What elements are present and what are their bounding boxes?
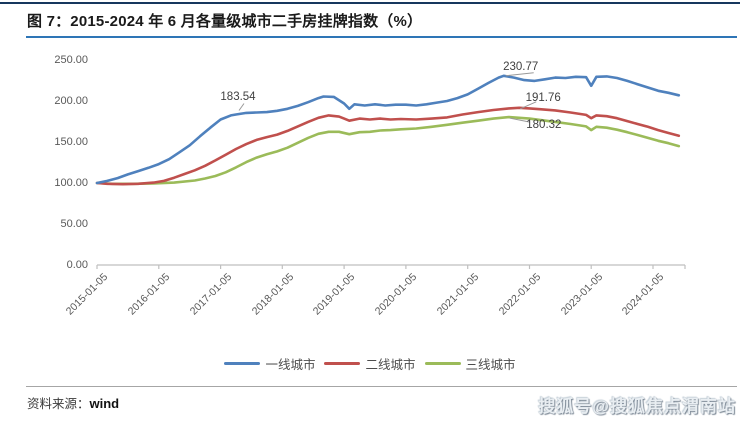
y-axis-tick-label: 100.00 <box>54 176 88 189</box>
data-label: 183.54 <box>220 91 256 104</box>
watermark: 搜狐号@搜狐焦点渭南站 <box>538 397 736 416</box>
top-divider <box>0 2 740 4</box>
legend-item: 一线城市 <box>224 354 315 373</box>
legend-line-icon <box>424 361 461 366</box>
legend-item: 三线城市 <box>424 354 516 373</box>
data-label: 230.77 <box>503 60 539 73</box>
y-axis-tick-label: 50.00 <box>60 217 88 230</box>
legend-label: 二线城市 <box>365 358 416 372</box>
figure-title: 图 7：2015-2024 年 6 月各量级城市二手房挂牌指数（%） <box>27 13 423 30</box>
legend-item: 二线城市 <box>324 354 416 373</box>
legend-line-icon <box>224 361 261 366</box>
legend-line-icon <box>324 361 361 366</box>
source-divider <box>26 386 737 387</box>
y-axis-tick-label: 150.00 <box>54 135 88 148</box>
y-axis-tick-label: 0.00 <box>66 258 88 271</box>
legend-label: 三线城市 <box>465 358 516 372</box>
title-underline <box>26 36 737 38</box>
data-label: 191.76 <box>525 91 561 104</box>
legend-label: 一线城市 <box>265 358 316 372</box>
y-axis-tick-label: 250.00 <box>54 53 88 66</box>
data-label: 180.32 <box>526 119 562 132</box>
source-label: 资料来源： <box>27 397 90 411</box>
source-note: 资料来源：wind <box>27 393 119 412</box>
chart-legend: 一线城市 二线城市 三线城市 <box>0 354 740 373</box>
source-value: wind <box>89 396 120 411</box>
y-axis-tick-label: 200.00 <box>54 94 88 107</box>
